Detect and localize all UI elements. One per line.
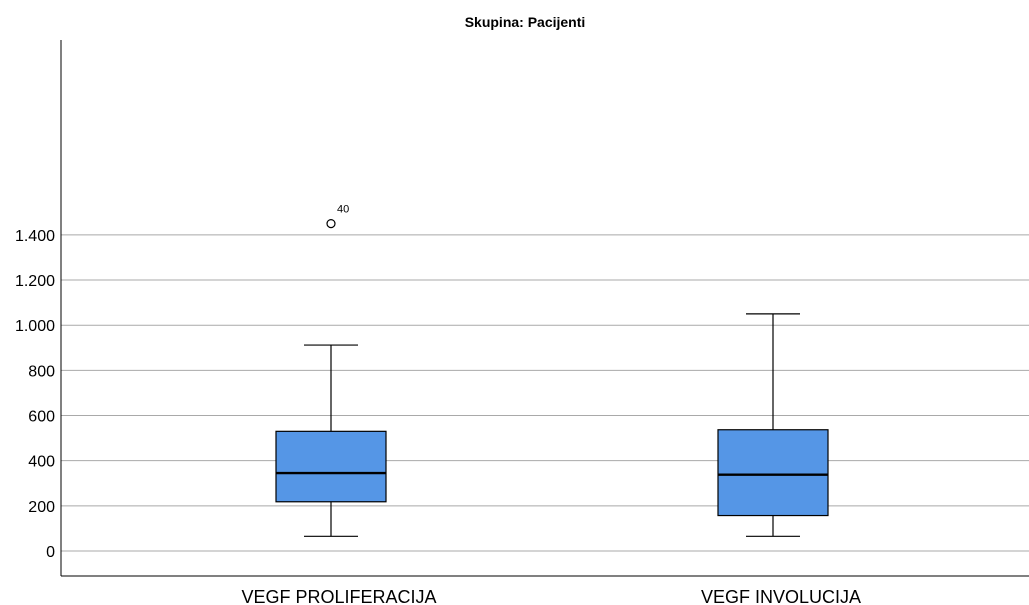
y-tick-label: 600 [28,409,55,426]
gridlines [61,234,1029,552]
y-tick-label: 1.000 [15,318,55,335]
x-category-label: VEGF PROLIFERACIJA [241,587,436,605]
y-tick-labels: 0 200 400 600 800 1.000 1.200 1.400 [15,228,55,561]
y-tick-label: 1.400 [15,228,55,245]
y-tick-label: 800 [28,363,55,380]
y-tick-label: 200 [28,499,55,516]
category-labels: VEGF PROLIFERACIJA VEGF INVOLUCIJA [241,587,861,605]
y-tick-label: 1.200 [15,273,55,290]
y-tick-label: 0 [46,544,55,561]
iqr-box [275,430,387,503]
box-plot-1: 40 [275,204,387,537]
axes [60,40,1029,577]
outlier-label: 40 [337,204,349,216]
box-plot-2 [717,313,829,537]
iqr-box [717,429,829,517]
y-tick-label: 400 [28,454,55,471]
boxes: 40 [275,204,829,537]
outlier-point [326,218,336,229]
chart-title: Skupina: Pacijenti [465,14,586,30]
x-category-label: VEGF INVOLUCIJA [701,587,861,605]
